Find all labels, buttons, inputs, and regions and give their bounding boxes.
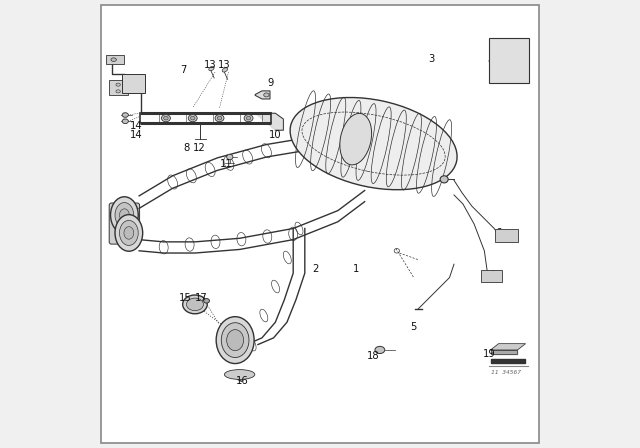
Ellipse shape: [120, 209, 129, 221]
Text: 16: 16: [236, 376, 248, 386]
Ellipse shape: [375, 346, 385, 353]
Ellipse shape: [115, 202, 134, 228]
Text: 4: 4: [489, 270, 495, 280]
Ellipse shape: [188, 115, 197, 122]
Ellipse shape: [290, 98, 457, 190]
Ellipse shape: [191, 116, 195, 120]
Ellipse shape: [186, 298, 204, 310]
Text: 3: 3: [429, 54, 435, 64]
Ellipse shape: [116, 83, 120, 86]
Polygon shape: [491, 359, 525, 363]
FancyBboxPatch shape: [101, 5, 539, 443]
Ellipse shape: [182, 295, 207, 314]
Ellipse shape: [264, 93, 269, 97]
Ellipse shape: [115, 215, 143, 251]
Ellipse shape: [221, 323, 249, 358]
FancyBboxPatch shape: [495, 229, 518, 242]
Ellipse shape: [225, 370, 255, 379]
Ellipse shape: [111, 58, 116, 61]
Ellipse shape: [161, 115, 170, 122]
Ellipse shape: [116, 90, 120, 93]
Text: 11: 11: [220, 159, 232, 169]
Ellipse shape: [215, 115, 224, 122]
Text: 1: 1: [353, 264, 359, 274]
Text: 17: 17: [195, 293, 208, 303]
Ellipse shape: [209, 66, 214, 71]
FancyBboxPatch shape: [109, 203, 140, 244]
Ellipse shape: [204, 298, 209, 303]
Polygon shape: [255, 113, 284, 130]
Ellipse shape: [216, 317, 254, 364]
Text: 2: 2: [312, 264, 319, 274]
Ellipse shape: [164, 116, 168, 120]
Ellipse shape: [122, 119, 129, 124]
FancyBboxPatch shape: [481, 271, 502, 282]
FancyBboxPatch shape: [109, 80, 128, 95]
FancyBboxPatch shape: [489, 38, 529, 83]
Text: 13: 13: [218, 60, 230, 70]
Text: 12: 12: [193, 143, 206, 153]
Ellipse shape: [217, 116, 221, 120]
Text: 8: 8: [183, 143, 189, 153]
Ellipse shape: [227, 154, 233, 159]
Ellipse shape: [246, 116, 251, 120]
Ellipse shape: [340, 113, 372, 165]
Text: 19: 19: [483, 349, 496, 358]
Text: 10: 10: [269, 129, 282, 140]
Ellipse shape: [222, 68, 228, 72]
Polygon shape: [489, 59, 492, 63]
Text: 15: 15: [179, 293, 191, 303]
FancyBboxPatch shape: [122, 74, 145, 93]
Text: 5: 5: [411, 322, 417, 332]
Ellipse shape: [124, 227, 134, 239]
Ellipse shape: [120, 220, 138, 246]
Ellipse shape: [122, 113, 129, 117]
Ellipse shape: [227, 330, 244, 351]
Text: 7: 7: [180, 65, 187, 75]
Polygon shape: [255, 91, 270, 99]
Text: 14: 14: [130, 121, 142, 131]
Text: 6: 6: [495, 228, 502, 238]
Polygon shape: [491, 350, 517, 354]
Polygon shape: [491, 344, 525, 350]
Text: 18: 18: [367, 351, 380, 361]
Text: 14: 14: [130, 129, 142, 140]
Ellipse shape: [244, 115, 253, 122]
Text: 9: 9: [268, 78, 274, 88]
FancyBboxPatch shape: [106, 55, 124, 64]
Ellipse shape: [440, 176, 448, 183]
Text: 13: 13: [204, 60, 217, 70]
Ellipse shape: [111, 197, 138, 233]
Text: 11 34567: 11 34567: [491, 370, 520, 375]
